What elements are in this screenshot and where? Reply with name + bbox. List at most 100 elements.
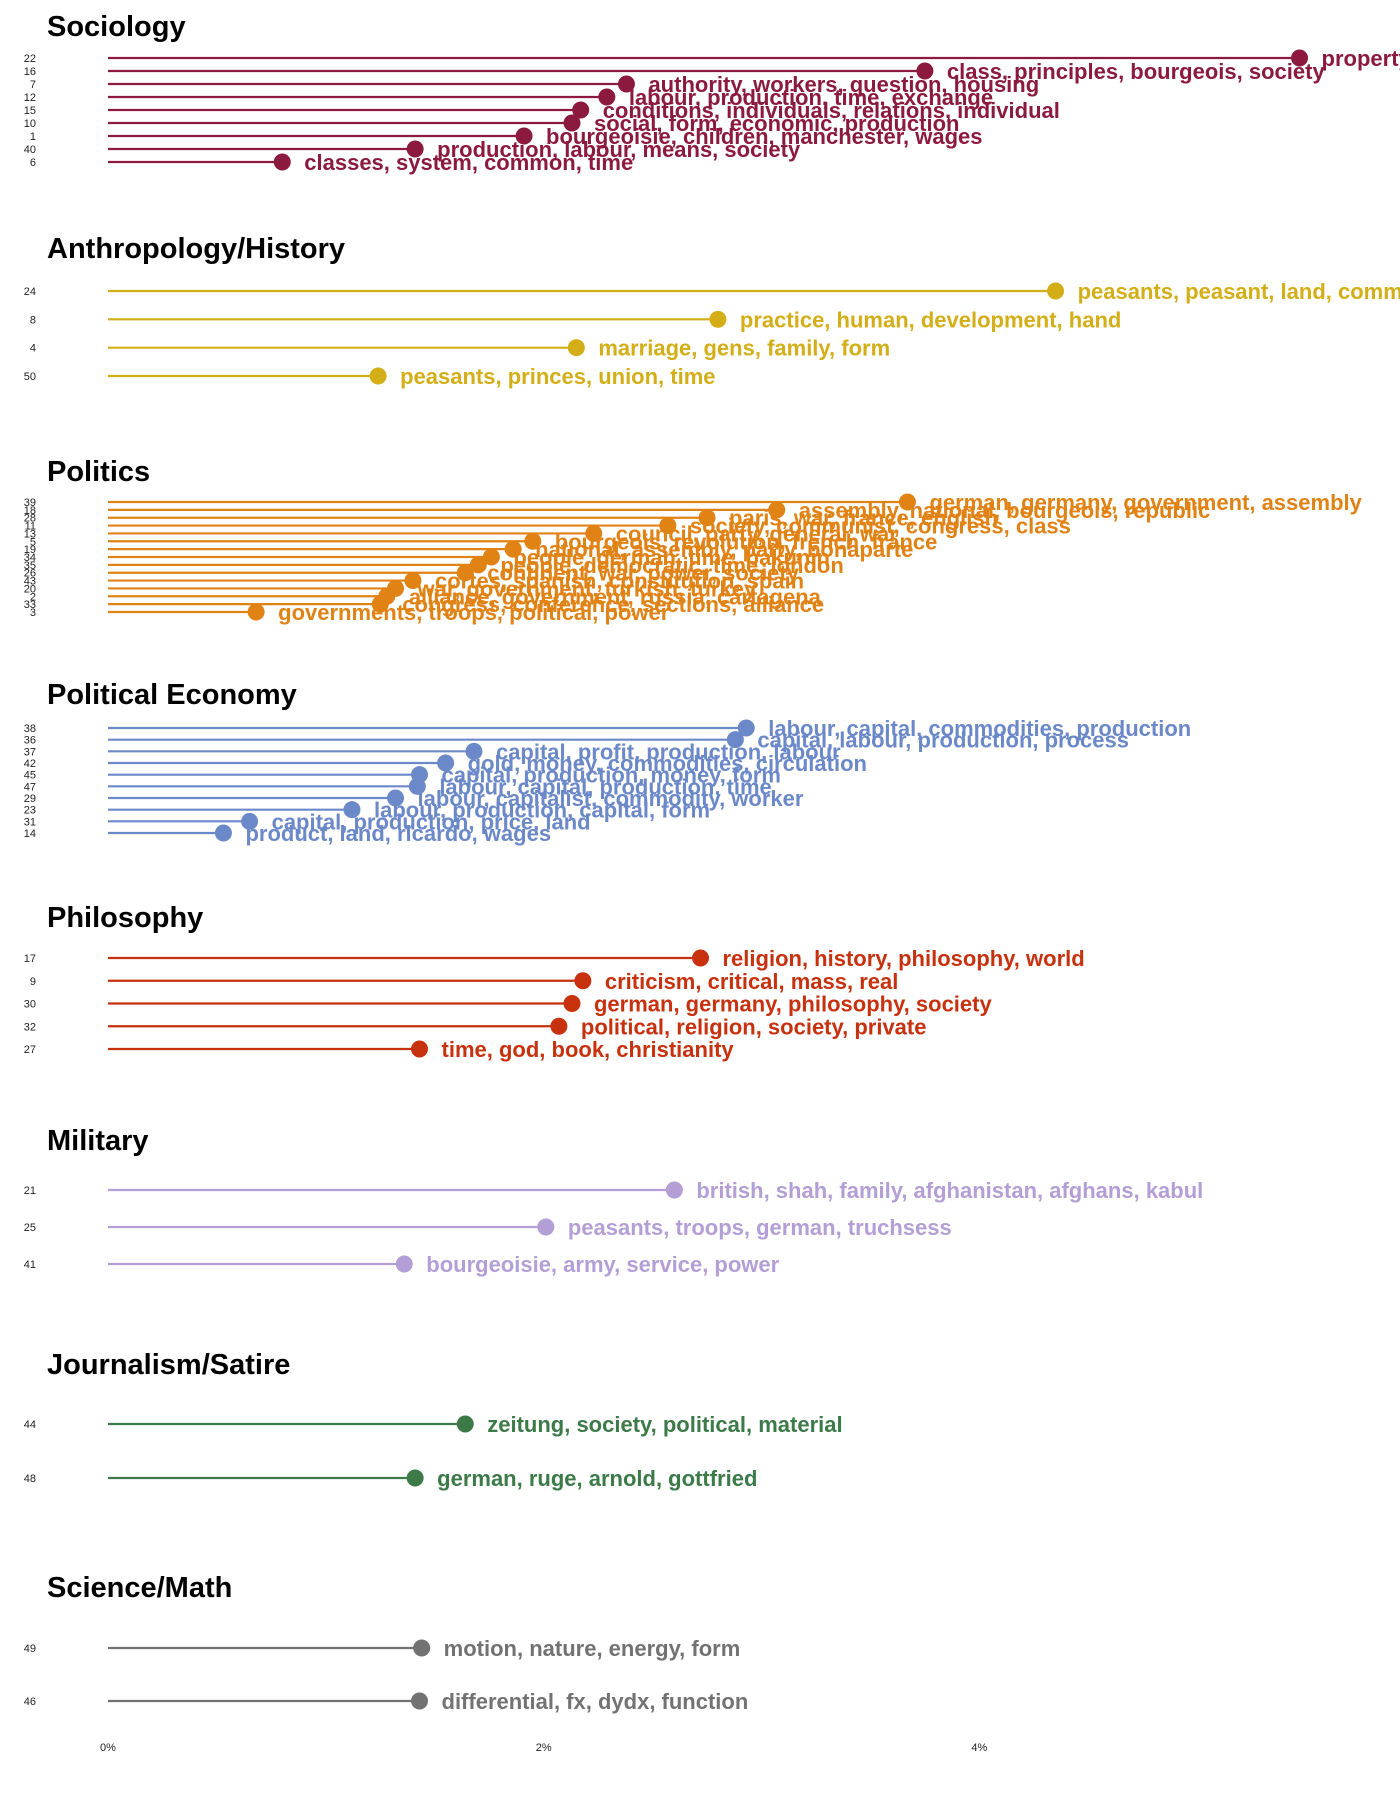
topic-id: 49 bbox=[24, 1643, 36, 1655]
topic-label: people, democratic, time, london bbox=[500, 553, 843, 578]
topic-row: 16 class, principles, bourgeois, society bbox=[24, 59, 1326, 84]
x-tick-label: 4% bbox=[971, 1742, 987, 1754]
topic-id: 45 bbox=[24, 770, 36, 782]
topic-id: 18 bbox=[24, 505, 36, 517]
topic-label: council, party, general, war bbox=[616, 521, 898, 546]
lollipop-dot bbox=[665, 1181, 683, 1199]
topic-row: 37 capital, profit, production, labour bbox=[24, 739, 841, 764]
topic-row: 31 capital, production, price, land bbox=[24, 809, 591, 834]
topic-row: 21 british, shah, family, afghanistan, af… bbox=[24, 1178, 1204, 1203]
topic-id: 28 bbox=[24, 513, 36, 525]
topic-label: peasants, princes, union, time bbox=[400, 364, 715, 389]
topic-label: differential, fx, dydx, function bbox=[442, 1689, 749, 1714]
panels-layer: Sociology 22 property, value, labour, prod… bbox=[24, 11, 1400, 1714]
topic-label: time, god, book, christianity bbox=[442, 1037, 735, 1062]
topic-id: 31 bbox=[24, 816, 36, 828]
topic-label: peasants, peasant, land, commune bbox=[1078, 279, 1400, 304]
topic-label: capital, production, price, land bbox=[272, 809, 591, 834]
topic-row: 3 governments, troops, political, power bbox=[30, 600, 670, 625]
topic-label: capital, profit, production, labour bbox=[496, 739, 841, 764]
topic-id: 17 bbox=[24, 953, 36, 965]
topic-id: 2 bbox=[30, 591, 36, 603]
topic-row: 32 political, religion, society, private bbox=[24, 1014, 927, 1039]
topic-label: capital, labour, production, process bbox=[757, 728, 1129, 753]
lollipop-dot bbox=[456, 564, 474, 582]
topic-label: bourgeois, revolution, french, france bbox=[555, 529, 938, 554]
topic-row: 23 labour, production, capital, form bbox=[24, 798, 710, 823]
lollipop-dot bbox=[437, 754, 455, 772]
lollipop-dot bbox=[413, 1639, 431, 1657]
topic-id: 8 bbox=[30, 314, 36, 326]
topic-id: 14 bbox=[24, 828, 36, 840]
lollipop-dot bbox=[563, 114, 581, 132]
topic-id: 13 bbox=[24, 528, 36, 540]
lollipop-dot bbox=[411, 1692, 429, 1710]
topic-label: classes, system, common, time bbox=[304, 150, 633, 175]
topic-label: paris, war, france, english bbox=[729, 506, 998, 531]
topic-id: 24 bbox=[24, 286, 36, 298]
topic-id: 19 bbox=[24, 544, 36, 556]
topic-label: national, assembly, party, bonaparte bbox=[535, 537, 913, 562]
topic-id: 1 bbox=[30, 131, 36, 143]
topic-id: 42 bbox=[24, 758, 36, 770]
topic-row: 22 property, value, labour, production bbox=[24, 46, 1400, 71]
topic-row: 25 peasants, troops, german, truchsess bbox=[24, 1215, 952, 1240]
topic-label: war, government, turkish, turkey bbox=[417, 576, 757, 601]
topic-id: 39 bbox=[24, 497, 36, 509]
topic-row: 46 differential, fx, dydx, function bbox=[24, 1689, 749, 1714]
topic-row: 43 cortes, spanish, constitution, spain bbox=[24, 569, 804, 594]
topic-row: 12 labour, production, time, exchange bbox=[24, 85, 993, 110]
topic-id: 38 bbox=[24, 723, 36, 735]
topic-row: 17 religion, history, philosophy, world bbox=[24, 946, 1085, 971]
topic-row: 2 alliance, government, russia, cartagena bbox=[30, 584, 822, 609]
topic-label: german, germany, philosophy, society bbox=[594, 992, 992, 1017]
topic-row: 50 peasants, princes, union, time bbox=[24, 364, 716, 389]
topic-row: 49 motion, nature, energy, form bbox=[24, 1636, 741, 1661]
topic-id: 15 bbox=[24, 105, 36, 117]
topic-id: 9 bbox=[30, 976, 36, 988]
topic-id: 43 bbox=[24, 576, 36, 588]
lollipop-dot bbox=[585, 524, 603, 542]
topic-label: labour, capital, production, time bbox=[439, 774, 771, 799]
topic-row: 13 council, party, general, war bbox=[24, 521, 898, 546]
topic-label: labour, capitalist, commodity, worker bbox=[418, 786, 804, 811]
topic-id: 4 bbox=[30, 343, 36, 355]
topic-label: conditions, individuals, relations, indi… bbox=[603, 98, 1060, 123]
lollipop-dot bbox=[698, 509, 716, 527]
panel-title: Philosophy bbox=[47, 902, 203, 934]
topic-id: 12 bbox=[24, 92, 36, 104]
topic-label: german, germany, government, assembly bbox=[929, 490, 1362, 515]
topic-label: zeitung, society, political, material bbox=[487, 1412, 842, 1437]
topic-id: 44 bbox=[24, 1419, 36, 1431]
topic-label: capital, production, money, form bbox=[442, 763, 781, 788]
lollipop-dot bbox=[726, 731, 744, 749]
topic-row: 15 conditions, individuals, relations, in… bbox=[24, 98, 1060, 123]
lollipop-dot bbox=[692, 949, 710, 967]
topic-row: 29 labour, capitalist, commodity, worker bbox=[24, 786, 804, 811]
topic-id: 32 bbox=[24, 1021, 36, 1033]
lollipop-dot bbox=[214, 824, 232, 842]
lollipop-dot bbox=[395, 1255, 413, 1273]
lollipop-dot bbox=[273, 153, 291, 171]
topic-row: 47 labour, capital, production, time bbox=[24, 774, 772, 799]
topic-row: 10 social, form, economic, production bbox=[24, 111, 960, 136]
topic-id: 11 bbox=[25, 521, 36, 533]
topic-id: 40 bbox=[24, 144, 36, 156]
topic-label: congress, conference, sections, alliance bbox=[402, 592, 824, 617]
topic-id: 47 bbox=[24, 781, 36, 793]
topic-label: labour, production, time, exchange bbox=[629, 85, 993, 110]
topic-row: 27 time, god, book, christianity bbox=[24, 1037, 735, 1062]
lollipop-dot bbox=[408, 777, 426, 795]
topic-label: bourgeoisie, army, service, power bbox=[426, 1252, 779, 1277]
topic-label: political, religion, society, private bbox=[581, 1014, 927, 1039]
lollipop-dot bbox=[456, 1415, 474, 1433]
topic-label: class, principles, bourgeois, society bbox=[947, 59, 1326, 84]
lollipop-dot bbox=[482, 548, 500, 566]
topic-label: criticism, critical, mass, real bbox=[605, 969, 899, 994]
x-axis: 0% 2% 4% bbox=[100, 1742, 987, 1754]
topic-label: peasants, troops, german, truchsess bbox=[568, 1215, 952, 1240]
topic-row: 18 assembly, national, bourgeois, republi… bbox=[24, 498, 1211, 523]
lollipop-dot bbox=[369, 367, 387, 385]
topic-row: 9 criticism, critical, mass, real bbox=[30, 969, 899, 994]
topic-row: 40 production, labour, means, society bbox=[24, 137, 801, 162]
